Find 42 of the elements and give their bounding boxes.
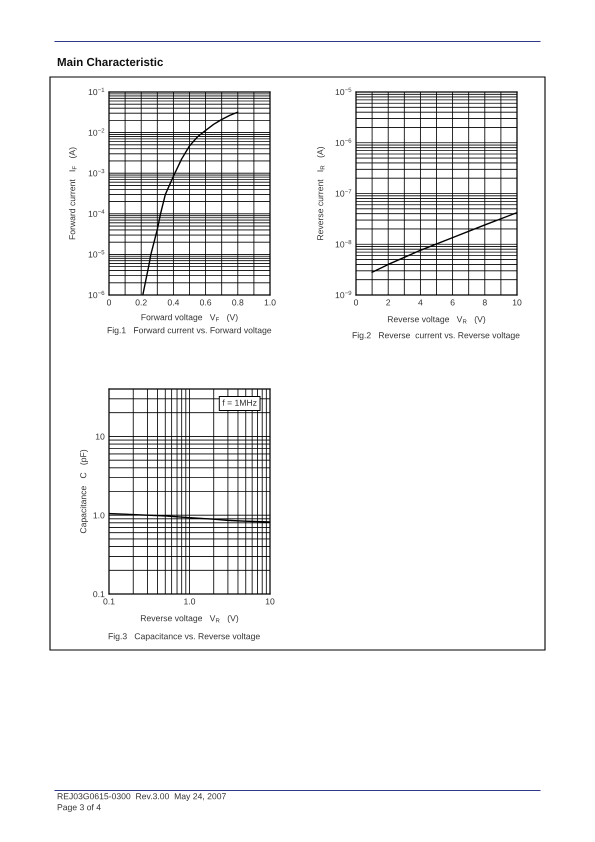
x-tick-label: 0.8 <box>232 299 244 306</box>
y-tick-label: 10$^{−6}$ <box>88 290 104 298</box>
y-tick-label: 10$^{−2}$ <box>88 128 104 136</box>
x-tick-label: 8 <box>482 299 487 306</box>
text: Forward current I$_{F}$ (A) <box>68 148 77 240</box>
annotation: f = 1MHz <box>222 399 257 406</box>
y-tick-label: 10 <box>96 434 104 440</box>
y-tick-label: 10$^{−9}$ <box>336 290 352 298</box>
text: Page 3 of 4 <box>58 804 101 812</box>
y-tick-label: 10$^{−6}$ <box>336 138 352 146</box>
text: REJ03G0615-0300 Rev.3.00 May 24, 2007 <box>58 793 226 802</box>
y-tick-label: 10$^{−5}$ <box>88 250 104 258</box>
x-tick-label: 0 <box>354 299 358 306</box>
x-tick-label: 4 <box>418 299 423 306</box>
x-tick-label: 10 <box>512 299 522 306</box>
text: Forward voltage V$_{F}$ (V) <box>142 314 238 322</box>
y-tick-label: 10$^{−5}$ <box>336 88 352 96</box>
x-tick-label: 1.0 <box>184 598 196 604</box>
y-tick-label: 10$^{−1}$ <box>88 88 104 96</box>
text: Reverse current I$_{R}$ (A) <box>316 146 325 240</box>
y-tick-label: 1.0 <box>94 512 104 518</box>
y-axis-title: Capacitance C (pF) <box>80 450 88 534</box>
x-tick-label: 2 <box>386 299 390 306</box>
y-tick-label: 10$^{−7}$ <box>336 189 352 197</box>
x-tick-label: 0.4 <box>168 299 180 306</box>
caption: Fig.2 Reverse current vs. Reverse voltage <box>352 332 520 340</box>
y-tick-label: 10$^{−8}$ <box>336 240 352 248</box>
x-tick-label: 10 <box>266 598 274 604</box>
x-tick-label: 0.1 <box>103 598 115 604</box>
x-tick-label: 6 <box>450 299 455 306</box>
x-tick-label: 0.6 <box>200 299 212 306</box>
y-tick-label: 10$^{−4}$ <box>88 210 104 217</box>
text: Reverse voltage V$_{R}$ (V) <box>388 316 486 324</box>
text: Reverse voltage V$_{R}$ (V) <box>140 614 238 623</box>
y-tick-label: 10$^{−3}$ <box>88 168 104 176</box>
x-tick-label: 0 <box>106 299 112 306</box>
x-tick-label: 0.2 <box>136 299 147 306</box>
caption: Fig.1 Forward current vs. Forward voltage <box>108 326 272 336</box>
caption: Fig.3 Capacitance vs. Reverse voltage <box>108 632 260 642</box>
chart-title: Main Characteristic <box>58 58 164 66</box>
x-tick-label: 1.0 <box>264 299 276 306</box>
y-tick-label: 0.1 <box>93 591 104 598</box>
